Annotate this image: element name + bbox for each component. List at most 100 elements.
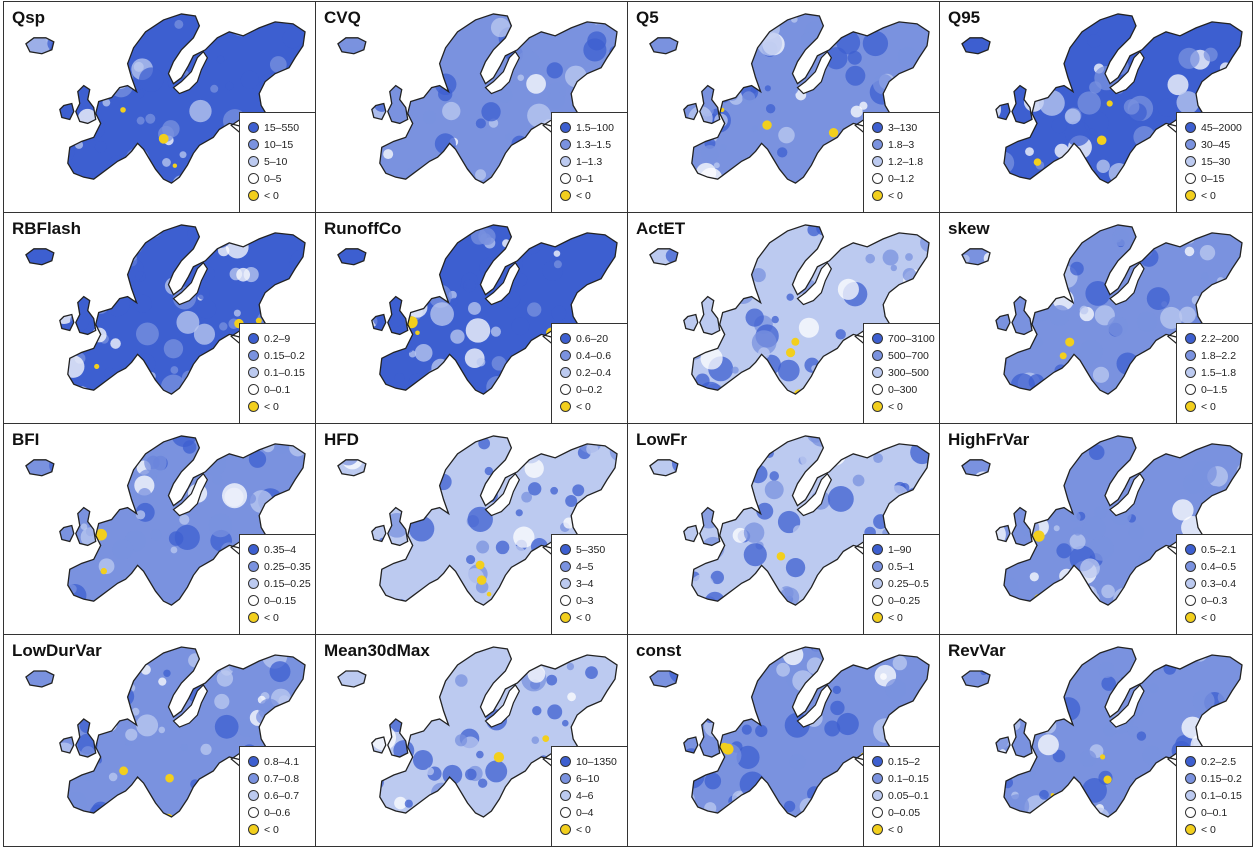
legend-swatch bbox=[1185, 173, 1196, 184]
legend-item: 0.1–0.15 bbox=[248, 364, 315, 381]
legend-label: 0–0.6 bbox=[264, 806, 291, 819]
legend-swatch bbox=[248, 122, 259, 133]
legend-label: 0.15–0.2 bbox=[1201, 772, 1242, 785]
legend-swatch bbox=[1185, 139, 1196, 150]
map-panel: CVQ 1.5–100 1.3–1.5 1–1.3 0–1 < 0 bbox=[316, 2, 628, 213]
map-panel: BFI 0.35–4 0.25–0.35 0.15–0.25 0–0.15 < 0 bbox=[4, 424, 316, 635]
legend-item: 4–5 bbox=[560, 558, 627, 575]
legend-label: 15–30 bbox=[1201, 155, 1231, 168]
legend-item: 3–130 bbox=[872, 119, 939, 136]
legend-swatch bbox=[1185, 544, 1196, 555]
legend-swatch bbox=[1185, 612, 1196, 623]
legend-swatch bbox=[560, 384, 571, 395]
legend-label: 1.5–1.8 bbox=[1201, 366, 1237, 379]
legend-label: 1–1.3 bbox=[576, 155, 603, 168]
legend-swatch bbox=[248, 595, 259, 606]
map-panel: RevVar 0.2–2.5 0.15–0.2 0.1–0.15 0–0.1 < 0 bbox=[940, 635, 1252, 846]
legend-label: < 0 bbox=[576, 189, 591, 202]
legend-label: 0.4–0.5 bbox=[1201, 560, 1237, 573]
legend-item: 0–1.5 bbox=[1185, 381, 1252, 398]
legend-label: 15–550 bbox=[264, 121, 300, 134]
legend-swatch bbox=[1185, 401, 1196, 412]
legend-item: < 0 bbox=[1185, 398, 1252, 415]
legend-swatch bbox=[248, 384, 259, 395]
legend-item: 1–90 bbox=[872, 541, 939, 558]
legend-label: 0.5–1 bbox=[888, 560, 915, 573]
legend-swatch bbox=[1185, 578, 1196, 589]
map-panel: Q5 3–130 1.8–3 1.2–1.8 0–1.2 < 0 bbox=[628, 2, 940, 213]
legend-label: 5–10 bbox=[264, 155, 288, 168]
panel-title: Q5 bbox=[636, 8, 659, 27]
panel-title: HFD bbox=[324, 430, 359, 449]
legend-label: 0–0.25 bbox=[888, 594, 921, 607]
legend-item: 10–1350 bbox=[560, 753, 627, 770]
legend-swatch bbox=[1185, 333, 1196, 344]
legend-item: 0.15–2 bbox=[872, 753, 939, 770]
legend-label: 10–15 bbox=[264, 138, 294, 151]
legend-swatch bbox=[248, 807, 259, 818]
legend-item: 10–15 bbox=[248, 136, 315, 153]
legend-item: 45–2000 bbox=[1185, 119, 1252, 136]
legend-swatch bbox=[560, 173, 571, 184]
legend-swatch bbox=[248, 350, 259, 361]
legend-label: 0.8–4.1 bbox=[264, 755, 300, 768]
legend-label: < 0 bbox=[888, 823, 903, 836]
legend-item: 0–0.05 bbox=[872, 804, 939, 821]
legend-label: 45–2000 bbox=[1201, 121, 1242, 134]
legend-label: 4–5 bbox=[576, 560, 594, 573]
legend-swatch bbox=[560, 139, 571, 150]
legend-item: 0–3 bbox=[560, 592, 627, 609]
legend-item: 700–3100 bbox=[872, 330, 939, 347]
legend-swatch bbox=[1185, 190, 1196, 201]
legend-swatch bbox=[560, 561, 571, 572]
legend-item: 0–0.15 bbox=[248, 592, 315, 609]
legend-item: < 0 bbox=[872, 398, 939, 415]
legend-label: 0.05–0.1 bbox=[888, 789, 929, 802]
panel-title: RunoffCo bbox=[324, 219, 402, 238]
legend-item: 5–350 bbox=[560, 541, 627, 558]
legend-item: 0–5 bbox=[248, 170, 315, 187]
legend-item: 0–1.2 bbox=[872, 170, 939, 187]
legend-swatch bbox=[872, 122, 883, 133]
europe-map bbox=[649, 224, 930, 395]
legend-swatch bbox=[248, 578, 259, 589]
legend-item: 0–0.2 bbox=[560, 381, 627, 398]
legend-item: 4–6 bbox=[560, 787, 627, 804]
panel-title: CVQ bbox=[324, 8, 361, 27]
legend-swatch bbox=[872, 367, 883, 378]
legend-swatch bbox=[560, 756, 571, 767]
map-legend: 2.2–200 1.8–2.2 1.5–1.8 0–1.5 < 0 bbox=[1176, 323, 1252, 423]
legend-label: 0–1 bbox=[576, 172, 594, 185]
legend-item: 0.15–0.2 bbox=[248, 347, 315, 364]
map-legend: 700–3100 500–700 300–500 0–300 < 0 bbox=[863, 323, 939, 423]
map-legend: 10–1350 6–10 4–6 0–4 < 0 bbox=[551, 746, 627, 846]
legend-label: < 0 bbox=[264, 400, 279, 413]
map-panel: ActET 700–3100 500–700 300–500 0–300 < 0 bbox=[628, 213, 940, 424]
legend-item: 0–1 bbox=[560, 170, 627, 187]
legend-swatch bbox=[248, 790, 259, 801]
legend-swatch bbox=[248, 333, 259, 344]
legend-label: 0.2–2.5 bbox=[1201, 755, 1237, 768]
legend-swatch bbox=[1185, 824, 1196, 835]
legend-swatch bbox=[560, 578, 571, 589]
legend-label: 10–1350 bbox=[576, 755, 617, 768]
legend-swatch bbox=[1185, 595, 1196, 606]
legend-label: < 0 bbox=[1201, 189, 1216, 202]
map-legend: 0.5–2.1 0.4–0.5 0.3–0.4 0–0.3 < 0 bbox=[1176, 534, 1252, 634]
legend-swatch bbox=[560, 612, 571, 623]
legend-label: 0.4–0.6 bbox=[576, 349, 612, 362]
panel-title: ActET bbox=[636, 219, 686, 238]
panel-title: RBFlash bbox=[12, 219, 81, 238]
legend-item: < 0 bbox=[872, 187, 939, 204]
map-legend: 5–350 4–5 3–4 0–3 < 0 bbox=[551, 534, 627, 634]
legend-label: 0.35–4 bbox=[264, 543, 297, 556]
panel-title: HighFrVar bbox=[948, 430, 1030, 449]
map-panel: Mean30dMax 10–1350 6–10 4–6 0–4 < 0 bbox=[316, 635, 628, 846]
legend-swatch bbox=[248, 756, 259, 767]
legend-label: 6–10 bbox=[576, 772, 600, 785]
legend-label: < 0 bbox=[888, 400, 903, 413]
legend-item: 0.15–0.2 bbox=[1185, 770, 1252, 787]
legend-label: 30–45 bbox=[1201, 138, 1231, 151]
legend-swatch bbox=[872, 807, 883, 818]
legend-swatch bbox=[1185, 790, 1196, 801]
